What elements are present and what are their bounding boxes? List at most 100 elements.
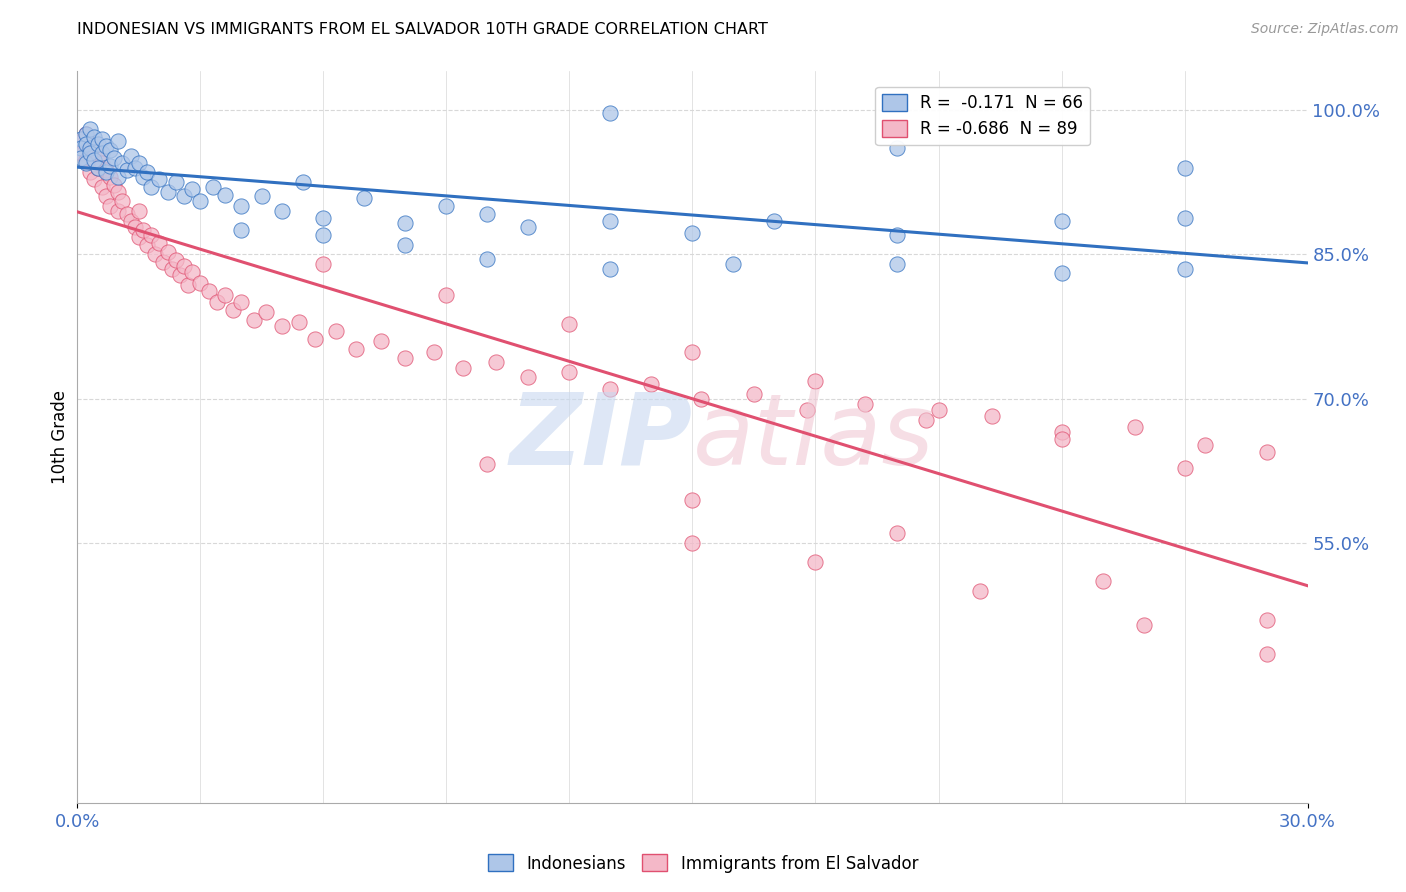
Point bbox=[1194, 438, 1216, 452]
Point bbox=[304, 332, 326, 346]
Point bbox=[103, 151, 125, 165]
Point bbox=[188, 276, 212, 290]
Point bbox=[87, 136, 110, 151]
Point bbox=[83, 153, 105, 167]
Point bbox=[436, 287, 458, 301]
Point bbox=[1174, 161, 1197, 175]
Point bbox=[90, 146, 114, 161]
Point bbox=[124, 220, 146, 235]
Point bbox=[148, 172, 170, 186]
Point bbox=[886, 257, 908, 271]
Point bbox=[517, 370, 540, 384]
Point bbox=[124, 161, 146, 175]
Point bbox=[75, 127, 97, 141]
Text: atlas: atlas bbox=[693, 389, 934, 485]
Point bbox=[94, 189, 117, 203]
Point bbox=[271, 203, 294, 218]
Point bbox=[79, 122, 101, 136]
Point bbox=[75, 153, 97, 167]
Point bbox=[915, 413, 938, 427]
Point bbox=[94, 139, 117, 153]
Point bbox=[107, 185, 129, 199]
Point bbox=[107, 203, 129, 218]
Point bbox=[136, 165, 159, 179]
Point bbox=[70, 132, 93, 146]
Point bbox=[312, 257, 335, 271]
Point bbox=[242, 312, 264, 326]
Point bbox=[254, 305, 277, 319]
Point bbox=[152, 255, 174, 269]
Point bbox=[394, 216, 416, 230]
Point bbox=[98, 170, 121, 185]
Point bbox=[477, 252, 499, 266]
Point bbox=[436, 199, 458, 213]
Point bbox=[70, 134, 93, 148]
Point bbox=[640, 377, 662, 392]
Point bbox=[107, 134, 129, 148]
Point bbox=[558, 317, 581, 331]
Point bbox=[291, 175, 314, 189]
Point bbox=[451, 360, 474, 375]
Point bbox=[94, 165, 117, 179]
Legend: R =  -0.171  N = 66, R = -0.686  N = 89: R = -0.171 N = 66, R = -0.686 N = 89 bbox=[876, 87, 1090, 145]
Point bbox=[90, 155, 114, 169]
Point bbox=[103, 178, 125, 192]
Point bbox=[370, 334, 392, 348]
Point bbox=[312, 227, 335, 242]
Point bbox=[79, 146, 101, 161]
Point bbox=[201, 179, 224, 194]
Text: INDONESIAN VS IMMIGRANTS FROM EL SALVADOR 10TH GRADE CORRELATION CHART: INDONESIAN VS IMMIGRANTS FROM EL SALVADO… bbox=[77, 22, 768, 37]
Point bbox=[682, 345, 704, 359]
Point bbox=[136, 237, 159, 252]
Point bbox=[599, 213, 621, 227]
Point bbox=[477, 457, 499, 471]
Point bbox=[312, 211, 335, 225]
Point bbox=[231, 199, 253, 213]
Point bbox=[205, 295, 228, 310]
Point bbox=[115, 207, 138, 221]
Point bbox=[1050, 213, 1073, 227]
Legend: Indonesians, Immigrants from El Salvador: Indonesians, Immigrants from El Salvador bbox=[481, 847, 925, 880]
Point bbox=[148, 235, 170, 250]
Point bbox=[173, 189, 195, 203]
Point bbox=[485, 355, 508, 369]
Point bbox=[75, 136, 97, 151]
Point bbox=[214, 287, 236, 301]
Point bbox=[87, 161, 110, 175]
Point bbox=[214, 187, 236, 202]
Point bbox=[250, 189, 273, 203]
Point bbox=[143, 247, 166, 261]
Point bbox=[128, 230, 150, 244]
Point bbox=[98, 199, 121, 213]
Point bbox=[156, 245, 179, 260]
Point bbox=[344, 342, 367, 356]
Point bbox=[165, 252, 187, 267]
Point bbox=[231, 223, 253, 237]
Point bbox=[558, 365, 581, 379]
Point bbox=[1091, 574, 1114, 589]
Point bbox=[132, 170, 155, 185]
Point bbox=[796, 403, 818, 417]
Point bbox=[969, 584, 991, 599]
Point bbox=[120, 213, 142, 227]
Point bbox=[980, 409, 1002, 423]
Point bbox=[188, 194, 212, 209]
Point bbox=[177, 278, 200, 293]
Text: ZIP: ZIP bbox=[509, 389, 693, 485]
Point bbox=[75, 155, 97, 169]
Point bbox=[231, 295, 253, 310]
Point bbox=[1256, 613, 1278, 627]
Point bbox=[111, 155, 134, 169]
Point bbox=[141, 227, 163, 242]
Point bbox=[1125, 420, 1147, 434]
Point bbox=[1050, 425, 1073, 440]
Point bbox=[928, 403, 950, 417]
Point bbox=[128, 155, 150, 169]
Point bbox=[886, 526, 908, 541]
Point bbox=[75, 127, 97, 141]
Point bbox=[79, 141, 101, 155]
Point bbox=[83, 172, 105, 186]
Point bbox=[1256, 647, 1278, 661]
Point bbox=[477, 207, 499, 221]
Point bbox=[723, 257, 745, 271]
